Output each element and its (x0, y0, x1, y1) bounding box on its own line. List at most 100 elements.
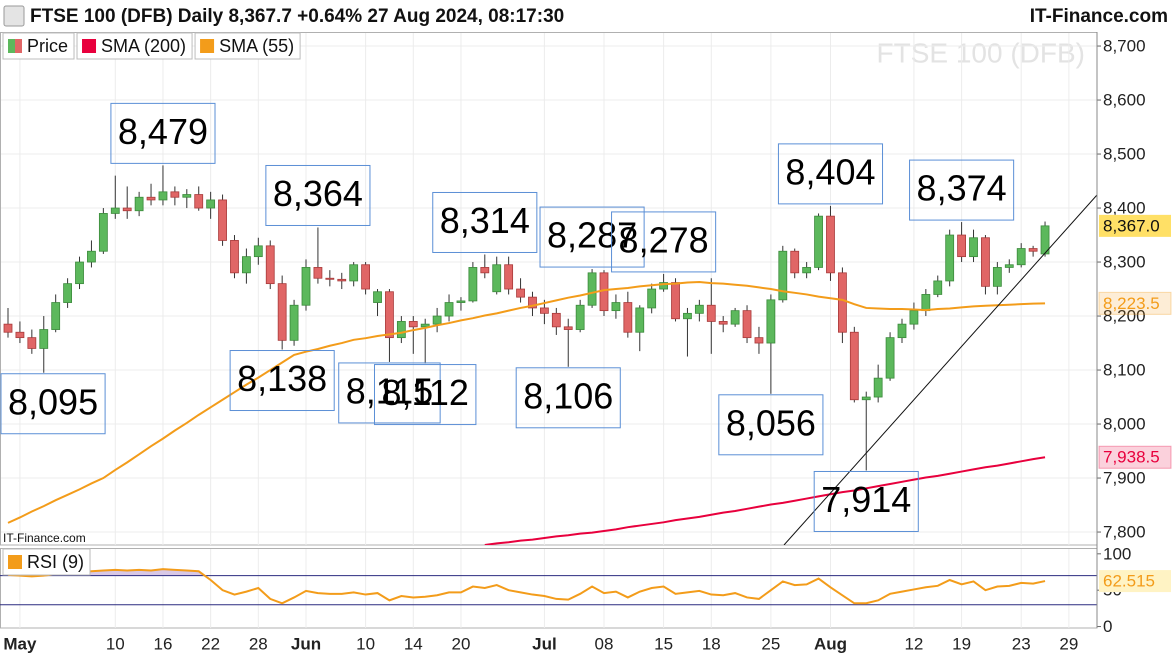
x-tick-label: 23 (1012, 634, 1031, 653)
x-tick-label: 14 (404, 634, 423, 653)
trend-line (783, 194, 1097, 545)
extreme-label: 8,287 (547, 215, 637, 256)
x-tick-label: May (3, 634, 37, 653)
candle-body (170, 191, 180, 198)
extreme-box (777, 143, 884, 205)
y-tick-label: 8,300 (1103, 253, 1146, 272)
extreme-label: 8,374 (917, 168, 1007, 209)
candle-body (611, 302, 621, 312)
candle-body (981, 237, 990, 287)
candle-body (802, 267, 812, 274)
x-tick-label: 08 (595, 634, 614, 653)
extreme-label: 8,138 (237, 358, 327, 399)
x-tick-label: Jun (291, 634, 321, 653)
candle-body (277, 283, 287, 341)
candle-body (945, 234, 955, 282)
x-tick-label: 19 (952, 634, 971, 653)
price-marker-label: 7,938.5 (1103, 448, 1160, 467)
legends: Price SMA (200) SMA (55) RSI (9) (2, 32, 301, 576)
candle-body (241, 256, 251, 274)
extreme-box (611, 211, 717, 273)
y-tick-label: 8,500 (1103, 145, 1146, 164)
candle-body (957, 234, 966, 258)
extreme-box (110, 102, 216, 164)
candle-body (468, 267, 478, 302)
legend-item: Price (2, 32, 75, 60)
x-tick-label: 22 (201, 634, 220, 653)
x-tick-label: 25 (761, 634, 780, 653)
y-tick-label: 8,000 (1103, 415, 1146, 434)
candle-body (289, 304, 299, 341)
candle-body (635, 307, 645, 333)
demo-icon (3, 5, 25, 27)
extreme-label: 8,095 (8, 381, 98, 422)
candle-body (110, 207, 120, 214)
x-tick-label: 15 (654, 634, 673, 653)
candle-body (75, 261, 84, 285)
legend-box (76, 32, 193, 60)
candle-body (563, 326, 573, 330)
candle-body (432, 315, 442, 325)
candle-body (790, 250, 800, 274)
candle-body (146, 196, 156, 201)
candle-body (766, 299, 776, 344)
header-title: FTSE 100 (DFB) Daily 8,367.7 +0.64% 27 A… (30, 6, 564, 27)
x-tick-label: Aug (814, 634, 847, 653)
candle-body (754, 337, 764, 344)
legend-label: RSI (9) (27, 552, 84, 572)
rsi-panel (0, 548, 1098, 629)
candle-body (838, 272, 847, 333)
legend-label: SMA (200) (101, 36, 186, 56)
legend-label: SMA (55) (219, 36, 294, 56)
line (7, 568, 1046, 605)
extreme-box (539, 206, 645, 268)
candle-body (337, 278, 347, 282)
candle-body (420, 323, 430, 328)
candle-body (1016, 248, 1026, 266)
x-tick-label: 12 (904, 634, 923, 653)
extreme-box (813, 470, 919, 532)
candle-body (873, 377, 883, 398)
x-tick-label: 18 (702, 634, 721, 653)
candle-body (909, 310, 919, 325)
extreme-box (718, 394, 824, 456)
extreme-box (265, 164, 371, 226)
candle-body (182, 194, 192, 198)
candle-body (349, 264, 359, 282)
extreme-box (909, 159, 1015, 221)
overbought-area (8, 569, 1046, 576)
price-marker-label: 8,367.0 (1103, 216, 1160, 235)
y-tick-label: 100 (1103, 544, 1131, 563)
candle-body (98, 213, 108, 252)
candle-body (921, 294, 931, 312)
x-tick-label: 20 (451, 634, 470, 653)
legend-swatch (8, 555, 22, 569)
extreme-box (515, 367, 621, 429)
extreme-label: 8,314 (440, 200, 530, 241)
extreme-label: 8,112 (381, 372, 468, 413)
candle-body (480, 267, 490, 274)
candle-body (325, 277, 335, 280)
price-marker (1098, 291, 1172, 315)
candle-body (861, 396, 871, 401)
watermark: FTSE 100 (DFB) (877, 37, 1085, 68)
candle-body (373, 291, 382, 303)
line (484, 456, 1046, 545)
candle-body (516, 288, 525, 298)
extreme-label: 8,278 (619, 219, 709, 260)
candle-body (385, 291, 394, 339)
candle-body (361, 264, 371, 290)
legend-swatch (15, 39, 22, 53)
extreme-label: 8,056 (726, 402, 816, 443)
y-tick-label: 7,800 (1103, 523, 1146, 542)
candle-body (730, 310, 740, 325)
legend-item: SMA (200) (76, 32, 193, 60)
x-tick-label: 28 (249, 634, 268, 653)
candle-body (456, 300, 466, 303)
y-tick-label: 0 (1103, 617, 1112, 636)
candle-body (1028, 248, 1038, 252)
extreme-box (432, 191, 538, 253)
price-marker (1099, 214, 1171, 237)
candle-body (194, 194, 204, 209)
